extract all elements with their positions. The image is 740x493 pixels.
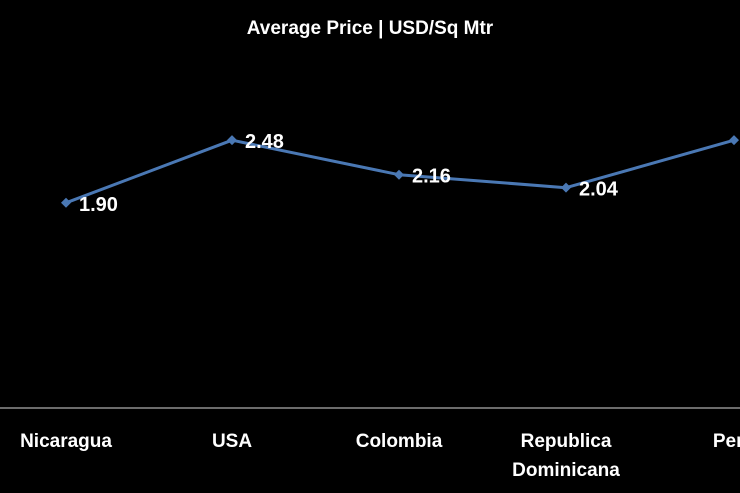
data-point-marker <box>561 182 571 193</box>
x-tick-label: Dominicana <box>512 460 620 481</box>
data-label: 1.90 <box>79 194 118 216</box>
x-tick-label: Nicaragua <box>20 431 112 452</box>
data-label: 2.16 <box>412 166 451 188</box>
data-point-marker <box>729 135 739 146</box>
x-axis-tick-labels: Nicaragua USA Colombia Republica Dominicana P… <box>20 431 740 481</box>
x-tick-label: Republica <box>521 431 612 452</box>
data-points <box>61 135 739 208</box>
x-tick-label: USA <box>212 431 252 452</box>
data-labels: 1.90 2.48 2.16 2.04 <box>79 131 619 216</box>
data-label: 2.04 <box>579 179 619 201</box>
data-point-marker <box>394 169 404 180</box>
data-point-marker <box>61 197 71 208</box>
chart-title: Average Price | USD/Sq Mtr <box>247 18 494 39</box>
data-label: 2.48 <box>245 131 284 153</box>
x-tick-label: Colombia <box>356 431 443 452</box>
x-tick-label: Peru <box>713 431 740 452</box>
data-point-marker <box>227 135 237 146</box>
